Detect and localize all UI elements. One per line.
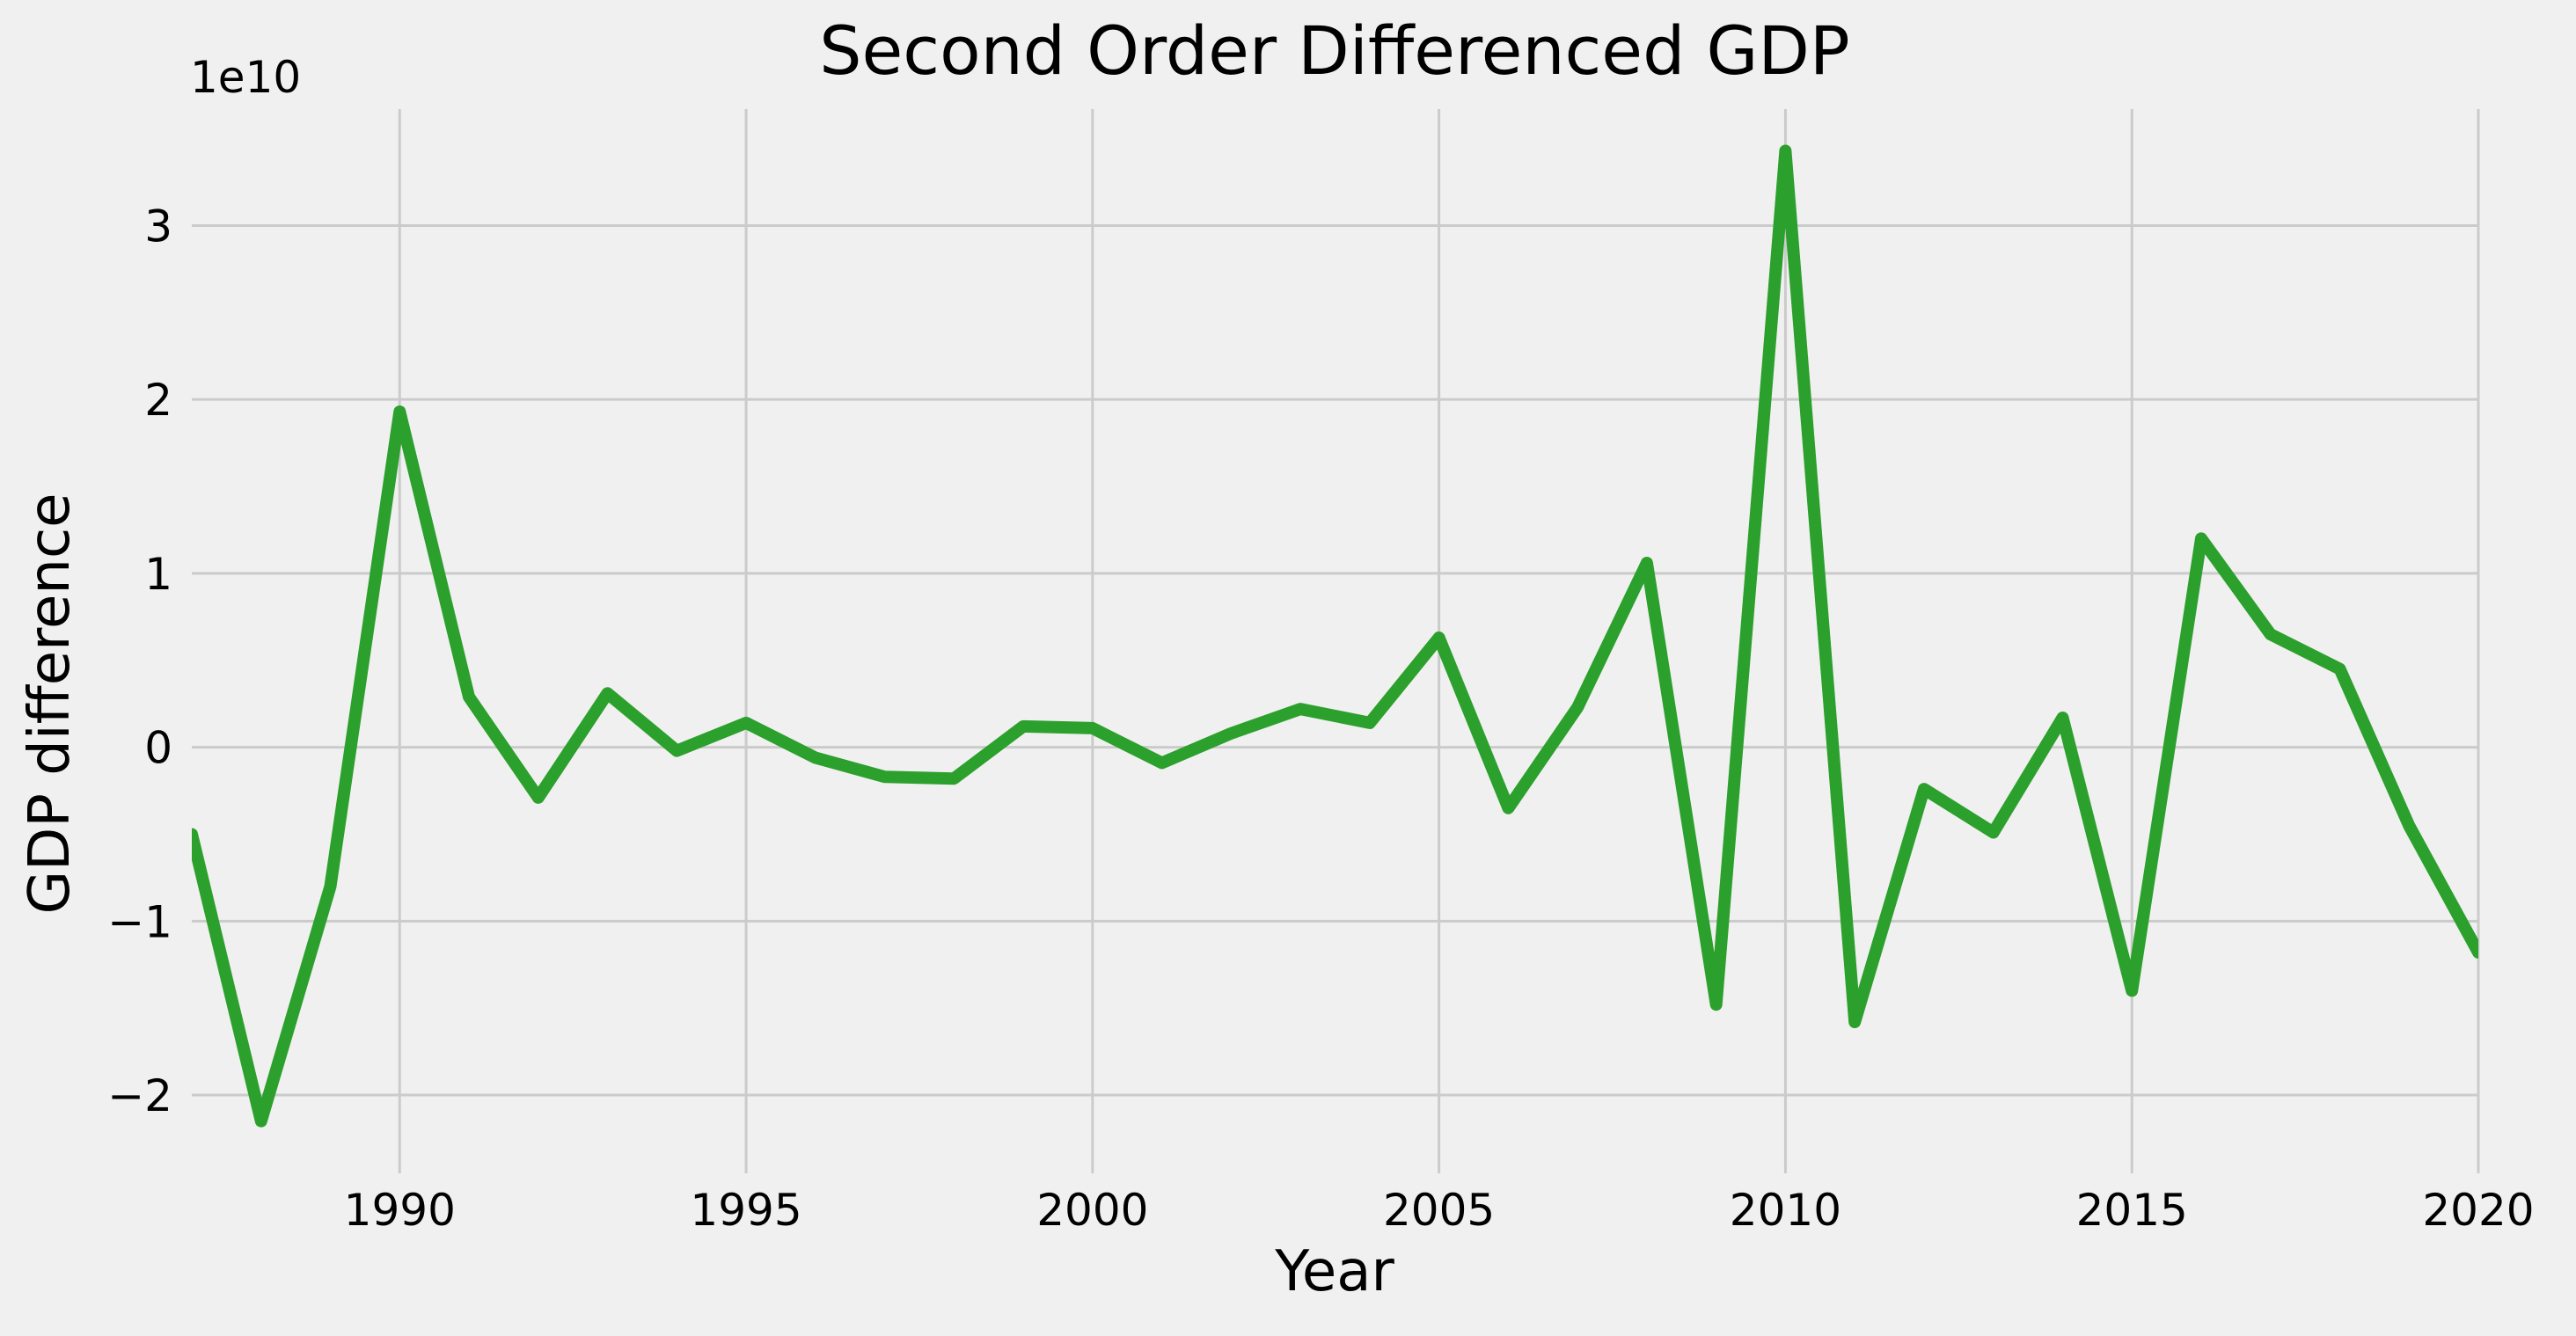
- x-tick-label: 2000: [1036, 1185, 1148, 1236]
- x-tick-label: 1990: [344, 1185, 456, 1236]
- y-tick-label: 3: [144, 201, 172, 252]
- x-tick-label: 2010: [1730, 1185, 1841, 1236]
- x-tick-label: 1995: [690, 1185, 801, 1236]
- x-tick-label: 2020: [2422, 1185, 2534, 1236]
- x-axis-label: Year: [1274, 1239, 1394, 1304]
- y-axis-offset-label: 1e10: [190, 52, 301, 103]
- y-tick-label: −2: [107, 1070, 172, 1121]
- plot-area: [192, 144, 2478, 1128]
- y-tick-label: 1: [144, 549, 172, 600]
- y-tick-label: 0: [144, 723, 172, 774]
- y-tick-label: 2: [144, 375, 172, 426]
- y-tick-label: −1: [107, 896, 172, 947]
- series-line: [192, 144, 2478, 1128]
- x-tick-label: 2005: [1383, 1185, 1495, 1236]
- y-axis-label: GDP difference: [18, 493, 83, 914]
- grid: [192, 109, 2480, 1173]
- tick-labels: 1990 1995 2000 2005 2010 2015 2020 −2 −1 0 1 2 3: [107, 201, 2534, 1236]
- chart-title: Second Order Differenced GDP: [819, 11, 1849, 90]
- x-tick-label: 2015: [2076, 1185, 2188, 1236]
